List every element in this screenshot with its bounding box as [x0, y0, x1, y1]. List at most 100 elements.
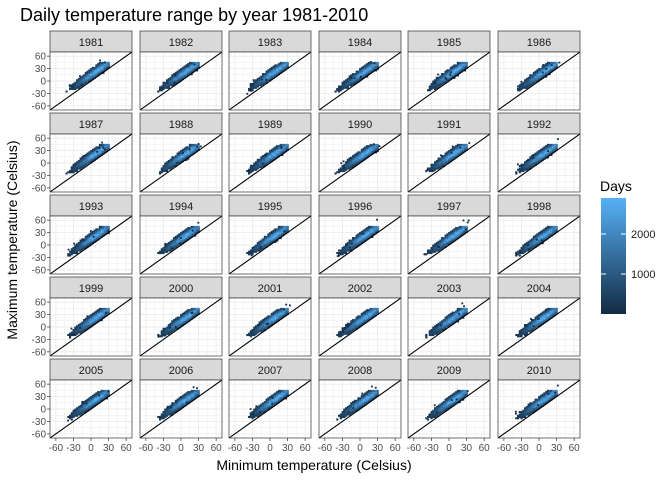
hex-bin	[345, 163, 348, 166]
hex-bin	[428, 330, 431, 333]
hex-bin	[362, 157, 365, 160]
hex-bin	[157, 90, 160, 93]
hex-bin	[95, 235, 98, 238]
hex-bin	[520, 163, 523, 166]
hex-bin	[371, 233, 374, 236]
hex-bin	[360, 152, 363, 155]
hex-bin	[348, 75, 351, 78]
hex-bin	[272, 230, 275, 233]
hex-bin	[520, 166, 523, 169]
hex-bin	[166, 330, 169, 333]
hex-bin	[531, 160, 534, 163]
hex-bin	[543, 237, 546, 240]
hex-bin	[93, 74, 96, 77]
hex-bin	[442, 321, 445, 324]
hex-bin	[553, 65, 557, 68]
hex-bin	[277, 70, 280, 73]
hex-bin	[102, 230, 105, 233]
hex-bin	[187, 227, 190, 230]
hex-bin	[449, 238, 452, 241]
hex-bin	[355, 153, 358, 156]
hex-bin	[524, 162, 527, 165]
hex-bin	[355, 71, 358, 74]
hex-bin	[532, 162, 535, 165]
hex-bin	[274, 314, 277, 317]
hex-bin	[167, 324, 170, 327]
hex-bin	[270, 317, 273, 320]
hex-bin	[93, 153, 96, 156]
hex-bin	[79, 240, 82, 243]
hex-bin	[341, 167, 344, 170]
hex-bin	[346, 162, 349, 165]
hex-bin	[262, 320, 265, 323]
hex-bin	[192, 227, 195, 230]
hex-bin	[520, 84, 523, 87]
hex-bin	[188, 153, 191, 156]
hex-bin	[366, 71, 369, 74]
hex-bin	[255, 168, 258, 171]
hex-bin	[532, 237, 535, 240]
hex-bin	[187, 71, 190, 74]
hex-bin	[176, 158, 179, 161]
hex-bin	[536, 69, 539, 72]
hex-bin	[83, 242, 86, 245]
hex-bin	[183, 73, 186, 76]
hex-bin	[439, 247, 442, 250]
hex-bin	[187, 315, 190, 318]
hex-bin	[552, 66, 555, 69]
hex-bin	[446, 243, 449, 246]
hex-bin	[256, 83, 259, 86]
hex-bin	[197, 221, 200, 224]
hex-bin	[277, 309, 280, 312]
facet-label: 1993	[79, 201, 103, 213]
hex-bin	[432, 166, 435, 169]
hex-bin	[373, 146, 376, 149]
hex-bin	[187, 317, 190, 320]
hex-bin	[164, 167, 167, 170]
hex-bin	[446, 242, 449, 245]
hex-bin	[190, 309, 193, 312]
hex-bin	[543, 147, 546, 150]
hex-bin	[532, 81, 535, 84]
hex-bin	[277, 315, 280, 318]
hex-bin	[286, 147, 289, 150]
hex-bin	[190, 65, 193, 68]
hex-bin	[448, 160, 451, 163]
hex-bin	[192, 232, 195, 235]
hex-bin	[534, 156, 537, 159]
hex-bin	[272, 311, 275, 314]
hex-bin	[95, 64, 98, 67]
reference-line	[229, 298, 311, 356]
hex-bin	[79, 239, 82, 242]
hex-bin	[90, 239, 93, 242]
hex-bin	[178, 242, 181, 245]
hex-bin	[160, 87, 163, 91]
hex-bin	[463, 145, 467, 148]
hex-bin	[256, 84, 259, 87]
hex-bin	[346, 79, 349, 82]
hex-bin	[536, 233, 539, 236]
hex-bin	[190, 314, 193, 317]
hex-bin	[269, 150, 272, 153]
hex-bin	[279, 66, 282, 69]
hex-bin	[194, 309, 197, 312]
hex-bin	[432, 86, 435, 89]
hex-bin	[462, 61, 465, 64]
hex-bin	[448, 239, 451, 242]
hex-bin	[465, 143, 468, 146]
hex-bin	[441, 78, 444, 81]
hex-bin	[451, 156, 454, 159]
hex-bin	[518, 85, 521, 88]
hex-bin	[83, 327, 86, 330]
hex-bin	[455, 150, 458, 153]
hex-bin	[541, 155, 544, 158]
hex-bin	[183, 71, 186, 74]
hex-bin	[441, 320, 444, 323]
hex-bin	[171, 244, 174, 247]
hex-bin	[167, 326, 170, 329]
hex-bin	[525, 165, 528, 168]
hex-bin	[455, 66, 458, 69]
hex-bin	[107, 146, 110, 149]
hex-bin	[538, 152, 541, 155]
hex-bin	[188, 151, 191, 154]
